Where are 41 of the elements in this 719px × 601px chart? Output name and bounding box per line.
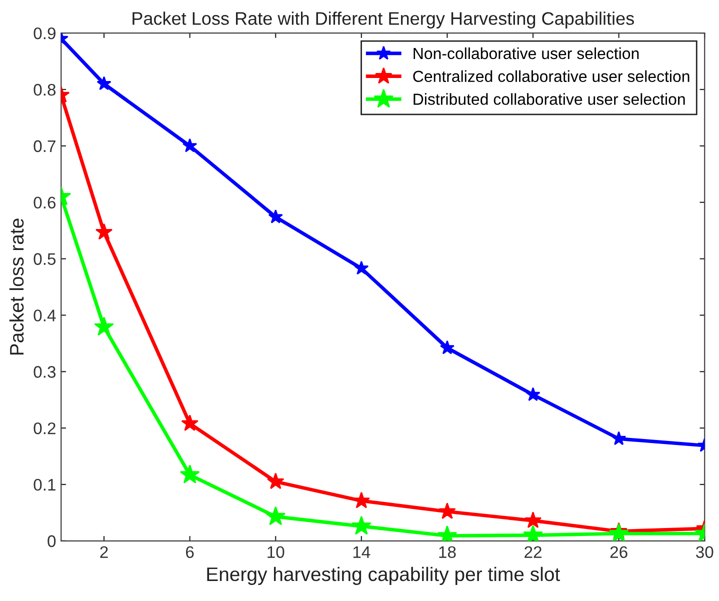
legend-label: Centralized collaborative user selection — [413, 70, 690, 82]
y-axis-title: Packet loss rate — [9, 218, 24, 355]
point — [95, 223, 113, 240]
y-tick-label: 0.3 — [34, 366, 56, 378]
x-tick-label: 2 — [100, 546, 108, 558]
y-tick-label: 0.5 — [34, 253, 56, 265]
point — [354, 260, 369, 275]
point — [268, 209, 283, 224]
chart-title: Packet Loss Rate with Different Energy Harvesting Capabilities — [132, 12, 634, 28]
x-tick-label: 30 — [696, 546, 714, 558]
x-tick-label: 26 — [610, 546, 628, 558]
point — [612, 431, 626, 446]
point — [440, 340, 455, 354]
point — [94, 316, 114, 336]
y-tick-label: 0.1 — [34, 478, 56, 491]
point — [266, 506, 286, 526]
x-tick-label: 6 — [186, 546, 194, 558]
x-axis-title: Energy harvesting capability per time slot — [207, 566, 560, 585]
point — [438, 502, 456, 519]
point — [526, 387, 540, 402]
y-tick-label: 0.7 — [34, 140, 56, 152]
x-tick-label: 18 — [439, 546, 456, 558]
legend-label: Non-collaborative user selection — [414, 47, 639, 60]
point — [180, 464, 200, 484]
x-tick-label: 22 — [524, 546, 542, 558]
y-tick-label: 0 — [48, 535, 56, 548]
point — [266, 472, 284, 490]
y-tick-label: 0.8 — [34, 84, 56, 96]
point — [181, 414, 198, 431]
x-tick-label: 14 — [353, 546, 370, 558]
y-tick-label: 0.9 — [34, 27, 56, 40]
y-tick-label: 0.6 — [34, 196, 56, 209]
point — [182, 138, 198, 152]
y-tick-label: 0.4 — [34, 310, 56, 322]
y-tick-label: 0.2 — [34, 422, 56, 434]
point — [351, 516, 372, 535]
point — [524, 512, 542, 528]
x-tick-label: 10 — [268, 546, 284, 558]
point — [96, 76, 112, 90]
point — [352, 492, 370, 508]
legend-label: Distributed collaborative user selection — [414, 93, 685, 105]
